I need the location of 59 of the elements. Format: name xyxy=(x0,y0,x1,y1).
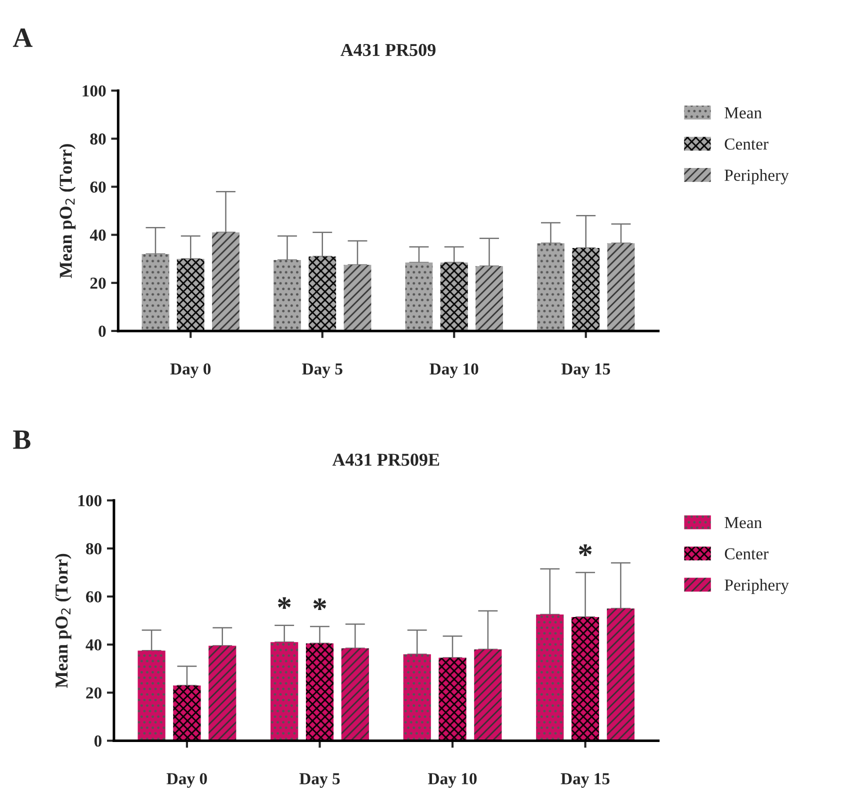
legend-label: Center xyxy=(724,548,768,560)
y-axis-title: Mean pO$_{2}$ (Torr) xyxy=(59,144,76,278)
bar xyxy=(537,243,564,331)
bar xyxy=(405,262,433,331)
chart-title: A431 PR509 xyxy=(340,44,436,56)
text: B xyxy=(13,430,30,449)
annotation: * xyxy=(313,598,326,610)
x-tick-label: Day 5 xyxy=(302,364,342,378)
bar xyxy=(572,248,600,331)
bar xyxy=(440,262,468,331)
bar xyxy=(142,254,170,331)
y-axis-title: Mean pO$_{2}$ (Torr) xyxy=(54,554,72,688)
bar xyxy=(344,264,372,331)
bar xyxy=(306,643,334,741)
bar xyxy=(208,646,236,741)
chart-title: A431 PR509E xyxy=(332,454,440,466)
bar xyxy=(476,266,503,331)
y-tick-label: 100 xyxy=(78,495,102,506)
bar xyxy=(606,608,635,741)
bar xyxy=(176,258,204,331)
annotation: * xyxy=(278,597,291,609)
bar xyxy=(474,649,502,741)
y-tick-label: 0 xyxy=(98,326,106,337)
y-tick-label: 100 xyxy=(82,85,106,97)
y-tick-label: 20 xyxy=(86,687,102,699)
y-tick-label: 20 xyxy=(90,278,106,289)
bar xyxy=(571,616,600,741)
bar xyxy=(438,658,466,741)
x-tick-label: Day 10 xyxy=(430,363,478,378)
legend-label: Periphery xyxy=(724,578,789,594)
bar xyxy=(173,685,201,741)
annotation: * xyxy=(578,544,592,556)
legend-label: Mean xyxy=(724,107,762,118)
bar xyxy=(308,256,336,331)
y-tick-label: 80 xyxy=(86,543,102,554)
x-tick-label: Day 15 xyxy=(561,363,610,378)
bar xyxy=(341,648,369,741)
x-tick-label: Day 5 xyxy=(299,773,340,788)
y-tick-label: 0 xyxy=(94,735,102,747)
bar xyxy=(607,243,635,331)
x-tick-label: Day 0 xyxy=(166,773,207,788)
legend-label: Mean xyxy=(724,517,762,528)
legend-label: Center xyxy=(724,138,768,150)
text: A xyxy=(12,28,33,47)
x-tick-label: Day 0 xyxy=(170,363,211,378)
y-tick-label: 40 xyxy=(90,230,106,241)
bar xyxy=(536,614,564,741)
legend-label: Periphery xyxy=(724,169,789,184)
bar xyxy=(212,232,240,331)
bar xyxy=(403,654,431,741)
y-tick-label: 80 xyxy=(90,133,106,145)
y-tick-label: 60 xyxy=(86,591,102,602)
x-tick-label: Day 15 xyxy=(560,773,610,788)
bar xyxy=(270,642,298,741)
bar xyxy=(138,650,166,741)
x-tick-label: Day 10 xyxy=(428,773,477,788)
y-tick-label: 40 xyxy=(86,639,102,651)
y-tick-label: 60 xyxy=(90,181,106,193)
bar xyxy=(274,260,301,331)
